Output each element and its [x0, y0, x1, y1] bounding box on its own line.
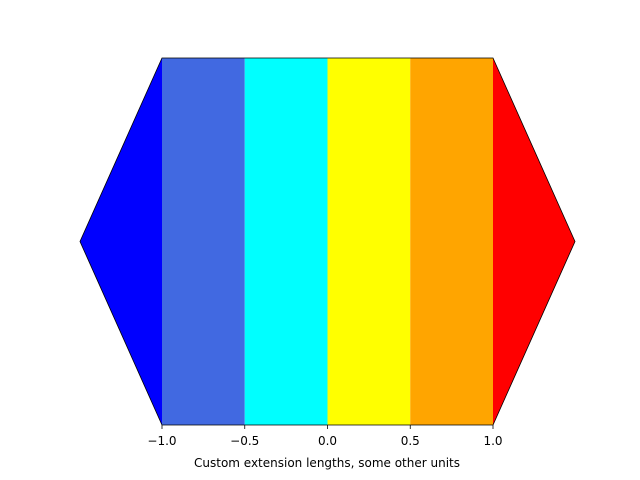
colorbar-segments — [162, 58, 493, 425]
x-tick-label: 1.0 — [483, 434, 502, 448]
x-axis-ticks: −1.0 −0.5 0.0 0.5 1.0 — [147, 425, 503, 448]
x-tick-label: −1.0 — [147, 434, 176, 448]
extend-max-triangle — [493, 58, 575, 425]
x-axis-label: Custom extension lengths, some other uni… — [194, 456, 460, 470]
colorbar-segment-3 — [410, 58, 493, 425]
x-tick-label: 0.5 — [401, 434, 420, 448]
x-tick-label: 0.0 — [318, 434, 337, 448]
x-tick-label: −0.5 — [230, 434, 259, 448]
colorbar-segment-2 — [327, 58, 411, 425]
extend-min-triangle — [80, 58, 162, 425]
colorbar-segment-1 — [244, 58, 328, 425]
colorbar-segment-0 — [162, 58, 245, 425]
